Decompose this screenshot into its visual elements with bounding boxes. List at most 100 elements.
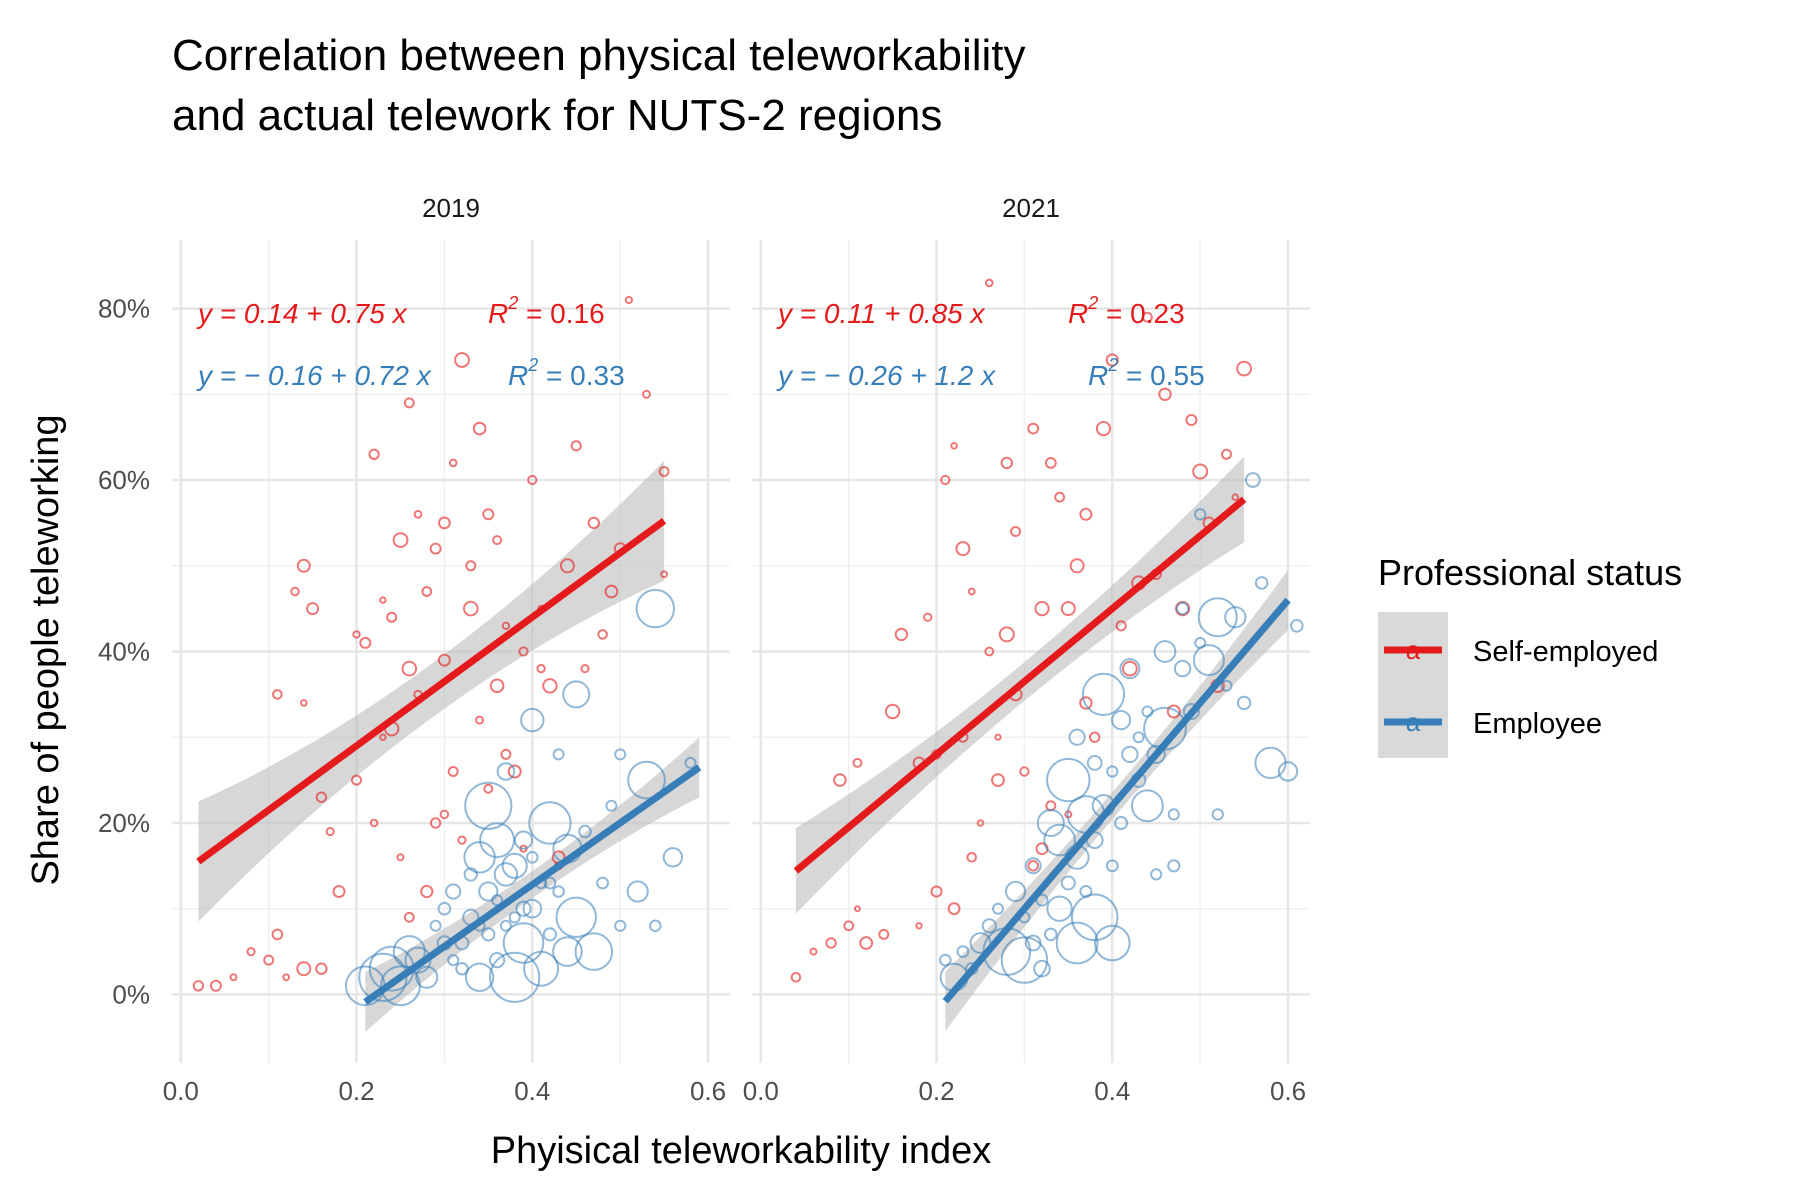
panel-2019-equations: y = 0.14 + 0.75 x R2 = 0.16 y = − 0.16 + 0…	[196, 293, 625, 391]
point-self-employed	[1192, 463, 1209, 480]
point-self-employed	[475, 715, 485, 725]
panel-2021-fit-lines	[793, 496, 1291, 1004]
point-self-employed	[403, 397, 415, 409]
legend-label-self-employed: Self-employed	[1473, 636, 1658, 668]
point-self-employed	[369, 818, 379, 828]
point-employee	[1035, 893, 1049, 907]
y-tick-label: 60%	[98, 465, 150, 495]
point-self-employed	[542, 678, 558, 694]
point-employee	[614, 919, 627, 932]
point-self-employed	[437, 653, 451, 667]
point-employee	[464, 781, 513, 830]
point-employee	[1131, 789, 1164, 823]
point-employee	[415, 965, 439, 989]
point-self-employed	[379, 733, 387, 741]
point-employee	[662, 847, 684, 868]
point-employee	[1033, 959, 1051, 978]
point-self-employed	[457, 835, 467, 845]
point-employee	[1254, 746, 1287, 780]
point-employee	[552, 936, 583, 967]
point-self-employed	[296, 558, 311, 573]
x-tick-label: 0.0	[163, 1076, 199, 1106]
point-self-employed	[1034, 601, 1050, 617]
point-self-employed	[660, 570, 668, 579]
point-employee	[1132, 731, 1145, 744]
equation-employee: y = − 0.26 + 1.2 x	[776, 360, 996, 391]
point-self-employed	[482, 508, 495, 521]
point-employee	[552, 748, 565, 761]
x-tick-label: 0.0	[743, 1076, 779, 1106]
point-employee	[1224, 606, 1247, 629]
point-self-employed	[1019, 766, 1030, 777]
equation-self-employed: y = 0.11 + 0.85 x	[776, 298, 986, 329]
point-employee	[562, 680, 591, 709]
point-self-employed	[923, 612, 933, 622]
point-self-employed	[386, 611, 398, 623]
point-self-employed	[209, 979, 222, 992]
point-self-employed	[315, 791, 328, 803]
panel-2021-equations: y = 0.11 + 0.85 x R2 = 0.23 y = − 0.26 + 1…	[776, 293, 1205, 391]
point-self-employed	[1236, 360, 1252, 377]
panel-2019-grid	[172, 240, 730, 1063]
point-employee	[1043, 823, 1076, 857]
point-employee	[1055, 921, 1099, 965]
point-employee	[1167, 859, 1181, 873]
x-tick-label: 0.4	[1094, 1076, 1130, 1106]
point-self-employed	[1079, 696, 1093, 710]
chart-title-line-2: and actual telework for NUTS-2 regions	[172, 91, 942, 140]
point-employee	[1173, 659, 1192, 678]
point-self-employed	[392, 532, 409, 548]
point-self-employed	[825, 937, 837, 949]
point-self-employed	[1158, 387, 1172, 401]
point-self-employed	[915, 922, 923, 930]
y-tick-label: 0%	[112, 979, 150, 1009]
r-squared-self-employed: R2 = 0.16	[488, 293, 605, 329]
point-employee	[1211, 808, 1224, 821]
point-employee	[1119, 658, 1141, 680]
point-employee	[1036, 809, 1065, 837]
point-self-employed	[536, 663, 546, 674]
point-self-employed	[429, 817, 442, 829]
point-employee	[614, 748, 627, 761]
panel-2019-strip-label: 2019	[422, 193, 480, 223]
point-self-employed	[604, 584, 619, 599]
point-employee	[542, 927, 558, 942]
point-self-employed	[884, 703, 901, 720]
point-self-employed	[1044, 457, 1057, 469]
point-self-employed	[352, 630, 361, 639]
point-self-employed	[472, 421, 487, 436]
point-employee	[1111, 710, 1132, 731]
point-employee	[508, 911, 521, 924]
point-employee	[574, 932, 614, 971]
point-self-employed	[597, 629, 608, 640]
point-self-employed	[878, 928, 890, 940]
point-self-employed	[1079, 507, 1093, 521]
point-self-employed	[438, 516, 451, 530]
y-tick-label: 80%	[98, 294, 150, 324]
point-employee	[499, 919, 512, 932]
point-employee	[981, 918, 997, 934]
point-self-employed	[955, 541, 971, 557]
fit-line-self-employed	[196, 517, 667, 865]
point-employee	[1153, 640, 1177, 663]
panel-2021: 2021 y = 0.11 + 0.85 x R2 = 0.23 y = − 0.2…	[743, 193, 1310, 1106]
point-employee	[1094, 924, 1131, 962]
point-self-employed	[489, 678, 505, 694]
point-self-employed	[894, 627, 909, 642]
point-self-employed	[229, 973, 238, 982]
point-employee	[515, 900, 532, 917]
point-self-employed	[1185, 414, 1198, 426]
y-axis-ticks: 0% 20% 40% 60% 80%	[98, 294, 150, 1010]
point-self-employed	[439, 809, 450, 820]
point-employee	[528, 801, 572, 845]
legend-key-glyph: a	[1406, 707, 1421, 737]
point-employee	[1277, 761, 1299, 782]
point-employee	[635, 588, 675, 629]
panel-2019-fit-lines	[196, 517, 702, 1005]
point-employee	[626, 880, 649, 903]
fit-line-self-employed	[793, 496, 1247, 874]
point-self-employed	[527, 474, 538, 486]
point-employee	[1000, 936, 1049, 984]
point-self-employed	[351, 774, 362, 786]
